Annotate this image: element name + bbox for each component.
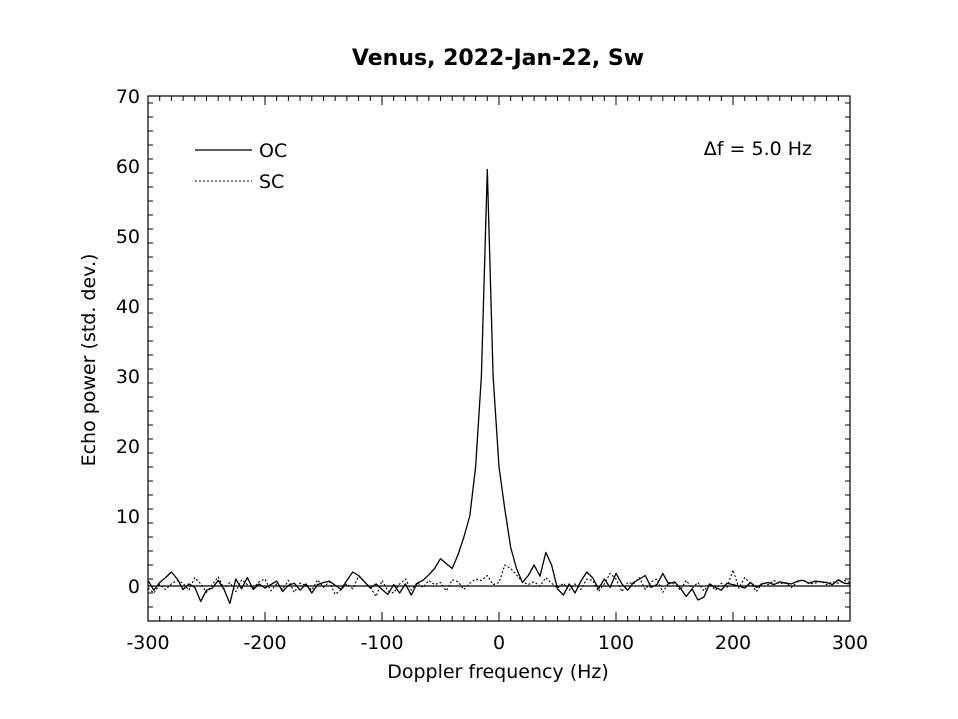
annotation-delta-f: Δf = 5.0 Hz	[704, 138, 812, 160]
y-tick-label: 50	[116, 226, 140, 248]
y-tick-label: 20	[116, 436, 140, 458]
legend-label-sc: SC	[259, 171, 284, 193]
y-axis-label: Echo power (std. dev.)	[78, 254, 100, 467]
x-tick-label: 100	[598, 632, 634, 654]
y-tick-label: 30	[116, 366, 140, 388]
y-tick-label: 60	[116, 156, 140, 178]
x-axis-label: Doppler frequency (Hz)	[387, 661, 609, 683]
plot-area: -300 -200 -100 0 100 200 300 0 10 20 30 40 50 60 70	[116, 86, 868, 654]
y-tick-label: 70	[116, 86, 140, 108]
legend: OC SC	[195, 140, 287, 193]
x-tick-label: 0	[493, 632, 505, 654]
x-tick-label: -100	[360, 632, 403, 654]
x-tick-label: -300	[126, 632, 169, 654]
x-tick-label: 200	[715, 632, 751, 654]
y-tick-label: 10	[116, 506, 140, 528]
chart-title: Venus, 2022-Jan-22, Sw	[352, 46, 644, 71]
series-line-oc	[147, 168, 851, 605]
x-tick-label: 300	[832, 632, 868, 654]
legend-label-oc: OC	[259, 140, 287, 162]
plot-frame	[147, 95, 851, 622]
y-tick-label: 0	[128, 576, 140, 598]
x-tick-label: -200	[243, 632, 286, 654]
y-tick-label: 40	[116, 296, 140, 318]
series-line-sc	[147, 564, 851, 598]
